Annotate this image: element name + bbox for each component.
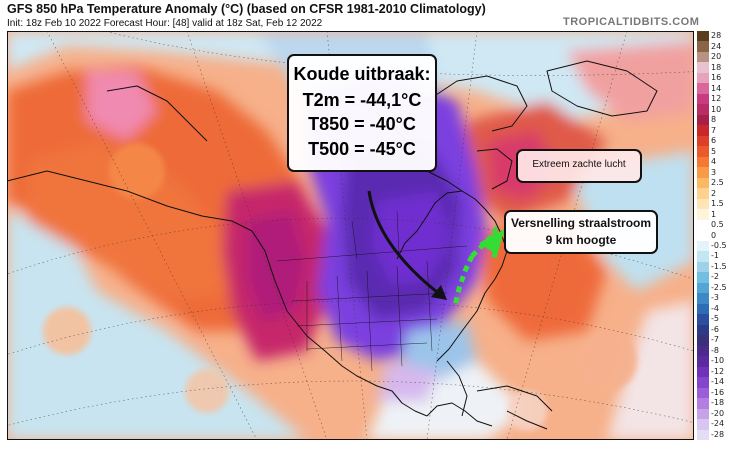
jet-stream-line1: Versnelling straalstroom — [510, 216, 652, 230]
colorbar-swatch — [697, 167, 709, 179]
colorbar-label: 12 — [711, 94, 722, 104]
colorbar-label: 2.5 — [711, 178, 724, 188]
colorbar-label: 1.5 — [711, 199, 724, 209]
colorbar-swatch — [697, 51, 709, 63]
colorbar-label: 7 — [711, 125, 717, 135]
colorbar-label: 28 — [711, 31, 722, 41]
colorbar-swatch — [697, 114, 709, 126]
colorbar-swatch — [697, 398, 709, 410]
colorbar-label: -10 — [711, 356, 725, 366]
colorbar-swatch — [697, 345, 709, 357]
colorbar-label: -7 — [711, 335, 719, 345]
colorbar-label: -16 — [711, 387, 725, 397]
colorbar-swatch — [697, 356, 709, 368]
mild-air-label: Extreem zachte lucht — [532, 159, 626, 170]
colorbar-label: 0 — [711, 230, 717, 240]
colorbar-label: 6 — [711, 136, 717, 146]
colorbar-label: -18 — [711, 398, 725, 408]
colorbar — [697, 31, 709, 441]
colorbar-swatch — [697, 261, 709, 273]
colorbar-swatch — [697, 104, 709, 116]
colorbar-label: -1 — [711, 251, 719, 261]
colorbar-label: -28 — [711, 429, 725, 439]
colorbar-label: -8 — [711, 345, 719, 355]
colorbar-swatch — [697, 209, 709, 221]
colorbar-swatch — [697, 366, 709, 378]
t500-value: T500 = -45°C — [308, 139, 416, 159]
colorbar-swatch — [697, 408, 709, 420]
mild-air-box: Extreem zachte lucht — [516, 149, 642, 183]
colorbar-label: 10 — [711, 104, 722, 114]
colorbar-swatch — [697, 135, 709, 147]
colorbar-label: -5 — [711, 314, 719, 324]
source-brand[interactable]: TROPICALTIDBITS.COM — [563, 16, 700, 28]
colorbar-swatch — [697, 230, 709, 242]
colorbar-swatch — [697, 429, 709, 441]
colorbar-swatch — [697, 156, 709, 168]
colorbar-label: 4 — [711, 157, 717, 167]
colorbar-label: 20 — [711, 52, 722, 62]
colorbar-label: -1.5 — [711, 261, 727, 271]
colorbar-label: -6 — [711, 324, 719, 334]
colorbar-label: 1 — [711, 209, 717, 219]
t2m-value: T2m = -44,1°C — [302, 90, 422, 110]
colorbar-swatch — [697, 177, 709, 189]
colorbar-label: 2 — [711, 188, 717, 198]
colorbar-swatch — [697, 93, 709, 105]
colorbar-swatch — [697, 240, 709, 252]
colorbar-swatch — [697, 419, 709, 430]
colorbar-label: 16 — [711, 73, 722, 83]
colorbar-label: 14 — [711, 83, 722, 93]
colorbar-label: 0.5 — [711, 220, 724, 229]
colorbar-swatch — [697, 251, 709, 263]
colorbar-swatch — [697, 146, 709, 158]
colorbar-label: -12 — [711, 366, 725, 376]
colorbar-label: -0.5 — [711, 240, 727, 250]
colorbar-label: 24 — [711, 41, 722, 51]
colorbar-swatch — [697, 303, 709, 315]
colorbar-swatch — [697, 314, 709, 326]
colorbar-swatch — [697, 272, 709, 284]
cold-outbreak-box: Koude uitbraak: T2m = -44,1°C T850 = -40… — [287, 54, 437, 172]
colorbar-swatch — [697, 282, 709, 294]
colorbar-label: 8 — [711, 115, 717, 125]
colorbar-swatch — [697, 219, 709, 231]
colorbar-label: -14 — [711, 377, 725, 387]
colorbar-label: -3 — [711, 293, 719, 303]
colorbar-label: -4 — [711, 303, 719, 313]
colorbar-swatch — [697, 62, 709, 74]
cold-outbreak-heading: Koude uitbraak: — [293, 64, 431, 84]
jet-stream-box: Versnelling straalstroom 9 km hoogte — [504, 210, 658, 254]
colorbar-swatch — [697, 41, 709, 53]
map-title: GFS 850 hPa Temperature Anomaly (°C) (ba… — [7, 2, 486, 16]
colorbar-swatch — [697, 72, 709, 84]
colorbar-swatch — [697, 83, 709, 95]
colorbar-label: -24 — [711, 419, 725, 429]
colorbar-label: -2 — [711, 272, 719, 282]
colorbar-label: 18 — [711, 62, 722, 72]
colorbar-swatch — [697, 387, 709, 399]
jet-stream-line2: 9 km hoogte — [545, 233, 617, 247]
forecast-info: Init: 18z Feb 10 2022 Forecast Hour: [48… — [7, 18, 323, 29]
colorbar-swatch — [697, 188, 709, 200]
colorbar-label: 5 — [711, 146, 717, 156]
colorbar-swatch — [697, 293, 709, 305]
colorbar-swatch — [697, 198, 709, 210]
colorbar-swatch — [697, 335, 709, 347]
colorbar-swatch — [697, 125, 709, 137]
colorbar-swatch — [697, 31, 709, 42]
colorbar-swatch — [697, 324, 709, 336]
t850-value: T850 = -40°C — [308, 114, 416, 134]
colorbar-label: -2.5 — [711, 282, 727, 292]
colorbar-swatch — [697, 377, 709, 389]
colorbar-label: -20 — [711, 408, 725, 418]
colorbar-label: 3 — [711, 167, 717, 177]
